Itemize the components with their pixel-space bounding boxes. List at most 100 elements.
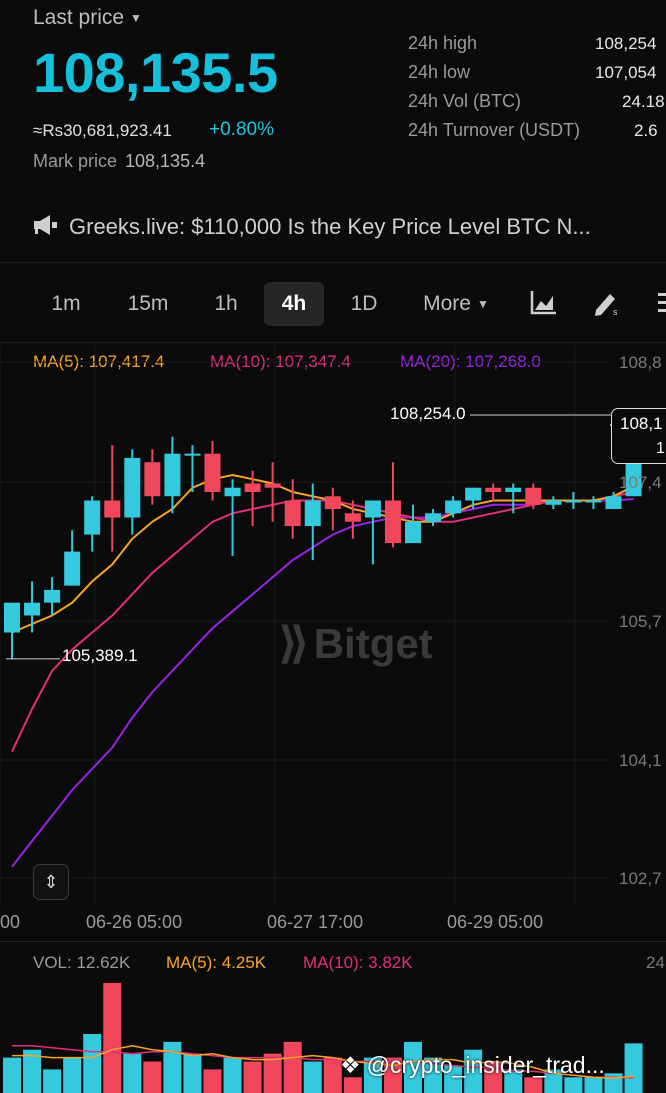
resize-handle-icon[interactable]: ⇕ bbox=[33, 864, 69, 900]
current-price-tag-line2: 1 bbox=[656, 440, 665, 457]
volume-ma10-legend: MA(10): 3.82K bbox=[303, 953, 413, 972]
volume-bar bbox=[383, 1057, 402, 1093]
volume-bar bbox=[564, 1077, 583, 1093]
credit-text: @crypto_insider_trad... bbox=[366, 1052, 605, 1078]
volume-bar bbox=[3, 1057, 21, 1093]
price-change-percent: +0.80% bbox=[209, 119, 274, 140]
volume-bar bbox=[363, 1057, 382, 1093]
volume-bar bbox=[544, 1069, 563, 1093]
caret-down-icon: ▼ bbox=[130, 11, 142, 26]
y-axis-label: 108,8 bbox=[619, 353, 662, 372]
news-ticker[interactable]: Greeks.live: $110,000 Is the Key Price L… bbox=[33, 214, 591, 242]
mark-price-label: Mark price bbox=[33, 151, 118, 171]
volume-bar bbox=[63, 1057, 82, 1093]
volume-bar bbox=[223, 1057, 242, 1093]
candle-body bbox=[405, 521, 421, 544]
timeframe-1m[interactable]: 1m bbox=[51, 292, 81, 315]
volume-bar bbox=[23, 1049, 42, 1093]
stat-turnover-value: 2.6 bbox=[634, 121, 658, 140]
bitget-watermark: ⟫Bitget bbox=[278, 619, 433, 668]
y-axis-label: 105,7 bbox=[619, 612, 662, 631]
stat-vol-label: 24h Vol (BTC) bbox=[408, 91, 522, 111]
volume-bar bbox=[424, 1057, 443, 1093]
candle-body bbox=[24, 602, 41, 616]
candle-body bbox=[545, 500, 562, 505]
volume-bar bbox=[123, 1053, 142, 1093]
timeframe-15m[interactable]: 15m bbox=[127, 292, 169, 315]
volume-bar bbox=[524, 1077, 543, 1093]
candle-body bbox=[44, 589, 61, 603]
volume-bar bbox=[163, 1041, 182, 1093]
volume-ma5-legend: MA(5): 4.25K bbox=[166, 953, 267, 972]
y-axis-label: 102,7 bbox=[619, 869, 662, 888]
candle-body bbox=[585, 500, 602, 503]
candle-body bbox=[84, 500, 101, 535]
candle-body bbox=[425, 513, 442, 522]
volume-ma5-line bbox=[12, 1045, 634, 1079]
candle-body bbox=[565, 500, 582, 503]
candle-body bbox=[224, 487, 241, 497]
menu-icon[interactable] bbox=[656, 292, 666, 319]
candle-body bbox=[304, 500, 321, 527]
candle-body bbox=[184, 453, 201, 456]
candle-body bbox=[104, 500, 121, 518]
credit-watermark: ❖ @crypto_insider_trad... bbox=[340, 1052, 605, 1079]
candle-body bbox=[505, 487, 522, 492]
last-price-selector[interactable]: Last price ▼ bbox=[33, 6, 142, 30]
svg-text:s: s bbox=[613, 307, 618, 316]
candle-body bbox=[144, 462, 161, 497]
last-price-label: Last price bbox=[33, 6, 125, 29]
timeframe-more[interactable]: More ▼ bbox=[412, 282, 500, 326]
volume-bar bbox=[263, 1053, 282, 1093]
volume-bar bbox=[283, 1041, 302, 1093]
candle-body bbox=[525, 487, 542, 505]
candle-body bbox=[465, 487, 482, 501]
volume-bar bbox=[604, 1073, 623, 1093]
candle-body bbox=[364, 500, 381, 518]
volume-bar bbox=[504, 1069, 523, 1093]
volume-ma10-line bbox=[12, 1045, 634, 1079]
ma10-line bbox=[11, 491, 634, 753]
volume-bar bbox=[343, 1077, 362, 1093]
volume-bar bbox=[243, 1061, 262, 1093]
candle-body bbox=[284, 500, 301, 527]
candle-body bbox=[64, 551, 81, 586]
volume-bar bbox=[484, 1061, 503, 1093]
volume-bar bbox=[464, 1049, 483, 1093]
timeframe-1d[interactable]: 1D bbox=[350, 292, 378, 315]
draw-tool-icon[interactable]: s bbox=[592, 288, 622, 321]
indicator-icon[interactable] bbox=[530, 289, 558, 320]
candle-body bbox=[124, 457, 141, 518]
mark-price: Mark price 108,135.4 bbox=[33, 151, 205, 172]
volume-bar bbox=[143, 1061, 162, 1093]
mark-price-value: 108,135.4 bbox=[125, 151, 206, 171]
volume-bar bbox=[404, 1041, 422, 1093]
high-marker-label: 108,254.0 bbox=[390, 404, 466, 423]
volume-bar bbox=[444, 1065, 463, 1093]
divider bbox=[0, 342, 666, 343]
y-axis-label: 104,1 bbox=[619, 751, 662, 770]
timeframe-4h[interactable]: 4h bbox=[264, 282, 324, 326]
stat-high-value: 108,254 bbox=[595, 34, 657, 53]
candle-body bbox=[244, 483, 261, 492]
low-marker-label: 105,389.1 bbox=[62, 646, 138, 665]
volume-bar bbox=[624, 1043, 643, 1093]
volume-bar bbox=[203, 1069, 222, 1093]
ma20-line bbox=[11, 498, 634, 868]
divider bbox=[0, 941, 666, 942]
volume-bar bbox=[103, 982, 122, 1093]
candle-body bbox=[324, 496, 341, 510]
timeframe-1h[interactable]: 1h bbox=[214, 292, 238, 315]
stat-low-label: 24h low bbox=[408, 62, 471, 82]
volume-bar bbox=[303, 1061, 322, 1093]
megaphone-icon bbox=[33, 214, 59, 242]
stat-vol-value: 24.18 bbox=[622, 92, 665, 111]
stat-turnover-label: 24h Turnover (USDT) bbox=[408, 120, 581, 140]
current-price-tag-line1: 108,1 bbox=[620, 414, 663, 433]
news-text: Greeks.live: $110,000 Is the Key Price L… bbox=[69, 214, 591, 239]
volume-bar bbox=[323, 1057, 342, 1093]
fiat-value: ≈Rs30,681,923.41 bbox=[33, 121, 172, 140]
last-price-value: 108,135.5 bbox=[33, 41, 278, 104]
y-axis-label: 107,4 bbox=[619, 473, 662, 492]
